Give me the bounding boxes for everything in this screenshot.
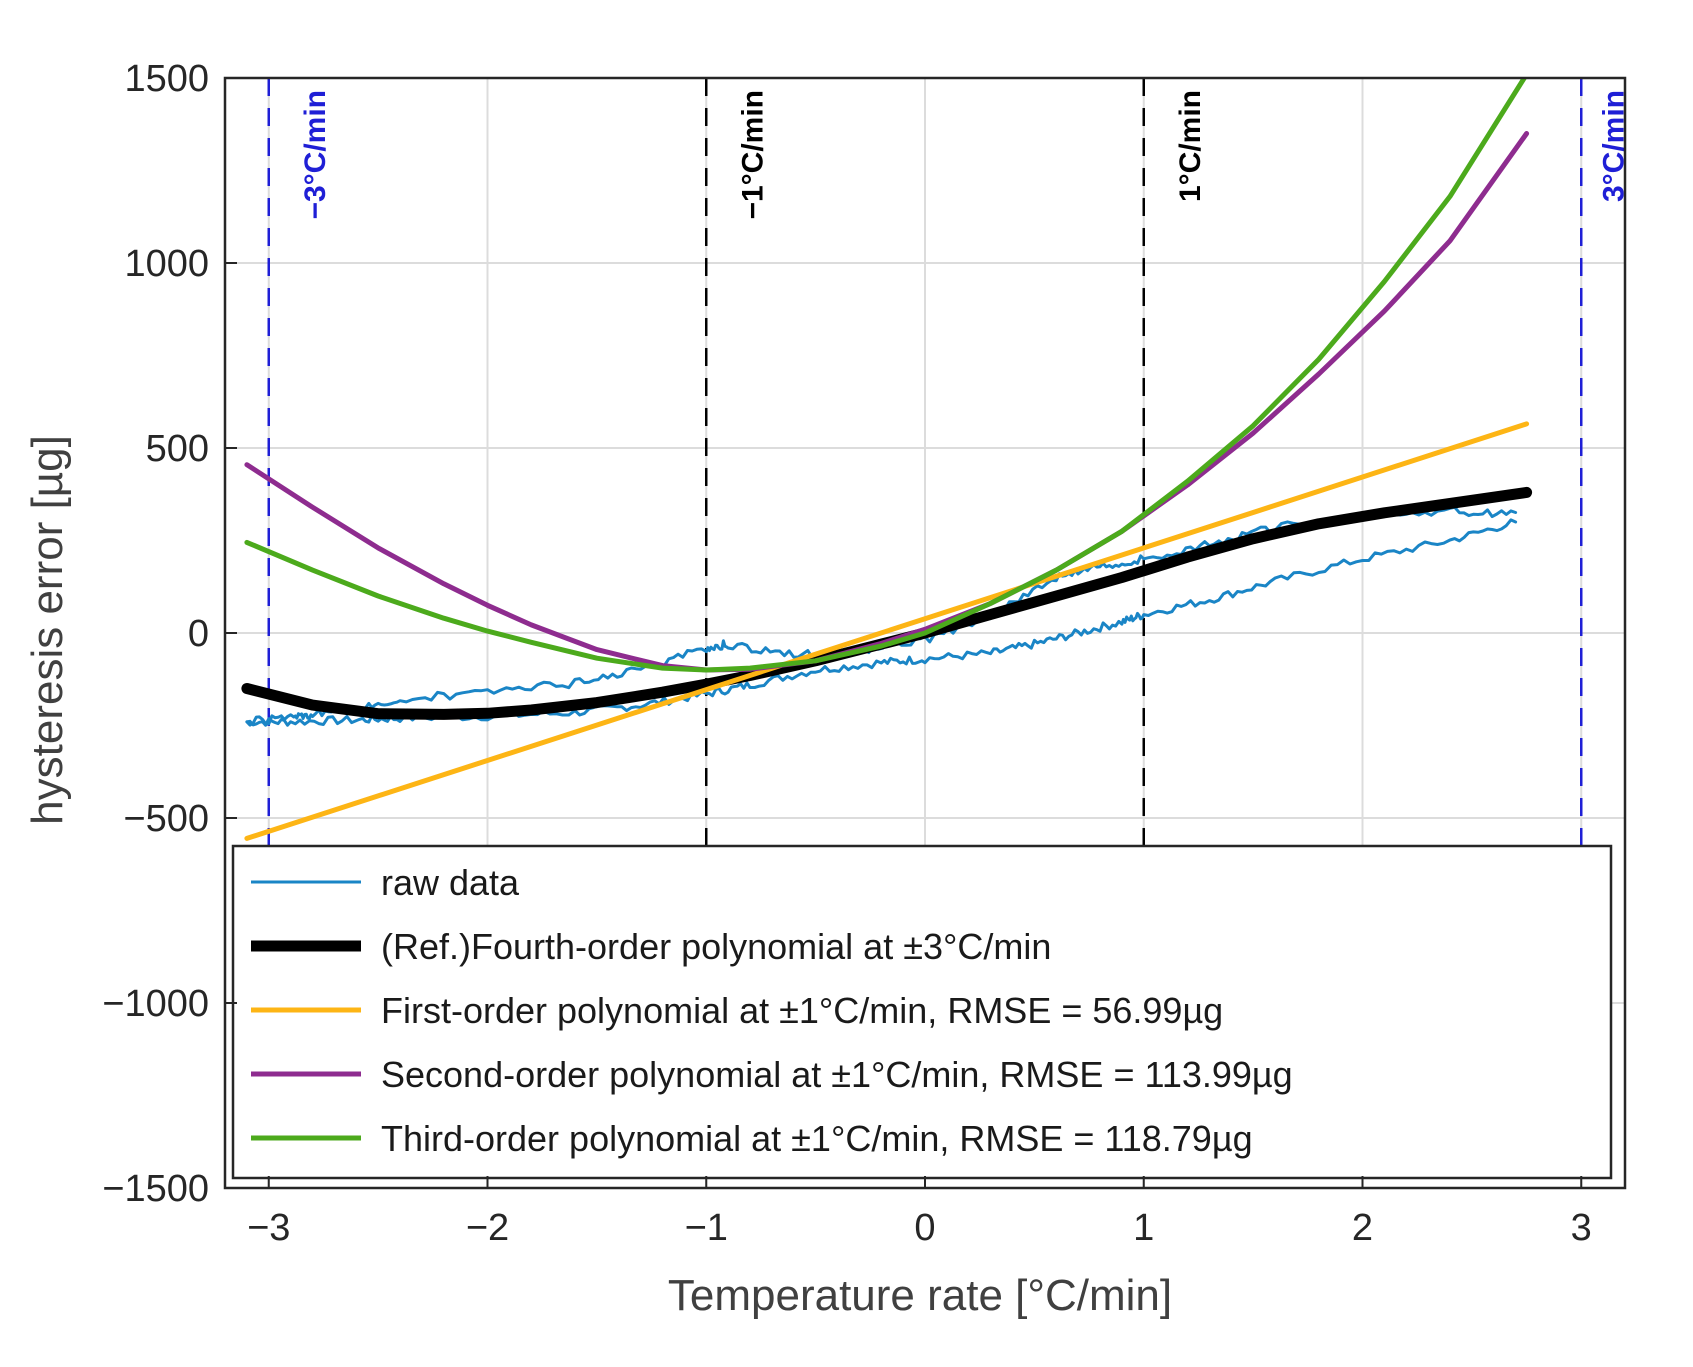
series-lines	[241, 78, 1533, 841]
legend-entry-label: (Ref.)Fourth-order polynomial at ±3°C/mi…	[381, 926, 1051, 967]
y-tick-label: −1500	[102, 1168, 209, 1210]
y-tick-label: 0	[188, 613, 209, 655]
y-tick-label: −500	[123, 798, 209, 840]
x-tick-label: −1	[685, 1207, 728, 1249]
x-tick-label: 1	[1133, 1207, 1154, 1249]
y-tick-label: 500	[146, 428, 209, 470]
vertical-marker-label: −1°C/min	[736, 90, 769, 220]
x-tick-label: 0	[914, 1207, 935, 1249]
x-tick-label: −2	[466, 1207, 509, 1249]
y-axis-label: hysteresis error [µg]	[23, 435, 72, 825]
vertical-marker-label: −3°C/min	[299, 90, 332, 220]
series-line-2	[241, 486, 1533, 720]
y-tick-label: 1500	[124, 58, 209, 100]
y-tick-label: 1000	[124, 243, 209, 285]
legend-entry-label: Third-order polynomial at ±1°C/min, RMSE…	[381, 1118, 1253, 1159]
legend-entry-label: raw data	[381, 862, 520, 903]
series-line-3	[244, 421, 1530, 841]
vertical-markers: −3°C/min −1°C/min 1°C/min 3°C/min	[267, 78, 1634, 1188]
vertical-marker-label: 1°C/min	[1174, 90, 1207, 202]
series-line-5	[244, 78, 1528, 673]
legend: raw data (Ref.)Fourth-order polynomial at…	[231, 844, 1613, 1180]
x-tick-label: 2	[1352, 1207, 1373, 1249]
axes: −3 −2 −1 0 1 2 3 −1500 −1000 −500 0 500 1000 1500	[102, 58, 1627, 1249]
x-tick-label: −3	[247, 1207, 290, 1249]
x-axis-label: Temperature rate [°C/min]	[668, 1271, 1172, 1320]
series-line-4	[244, 131, 1530, 673]
legend-box	[231, 844, 1613, 1180]
y-tick-label: −1000	[102, 983, 209, 1025]
legend-entry-label: First-order polynomial at ±1°C/min, RMSE…	[381, 990, 1223, 1031]
legend-entry-label: Second-order polynomial at ±1°C/min, RMS…	[381, 1054, 1293, 1095]
plot-frame	[223, 76, 1627, 1190]
x-tick-label: 3	[1571, 1207, 1592, 1249]
